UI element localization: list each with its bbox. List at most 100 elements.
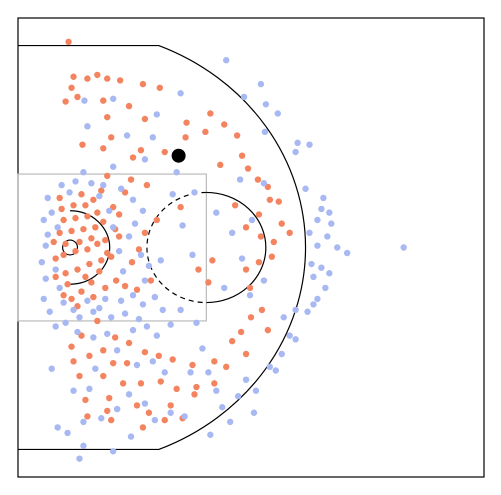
shot-point [234, 393, 242, 400]
three-point-line [18, 44, 307, 451]
shot-point [189, 361, 196, 369]
shot-point [272, 367, 279, 374]
shot-point [181, 413, 188, 420]
shot-point [106, 394, 113, 402]
shot-point [149, 358, 157, 365]
shot-point [137, 251, 145, 259]
shot-point [141, 277, 149, 284]
shot-point [64, 429, 71, 437]
shot-point [324, 233, 331, 240]
shot-point [242, 350, 250, 358]
shot-point [70, 358, 77, 365]
shot-point [78, 288, 85, 295]
shot-point [209, 257, 216, 264]
shot-point [125, 102, 133, 110]
shot-point [80, 169, 87, 176]
shot-point [314, 295, 321, 303]
shot-point [242, 376, 250, 383]
shot-point [191, 391, 198, 398]
shot-point [141, 348, 149, 356]
shot-point [111, 334, 119, 341]
shot-point [167, 409, 174, 416]
shot-point [275, 198, 282, 205]
shot-point [177, 203, 184, 211]
shot-point [92, 224, 99, 231]
shot-point [92, 365, 99, 372]
shot-point [109, 95, 117, 102]
shot-point [86, 352, 93, 360]
shot-point [52, 266, 59, 273]
shot-point [121, 310, 129, 317]
shot-point [191, 189, 198, 196]
shot-point [264, 326, 272, 334]
shot-point [247, 314, 255, 321]
shot-point [52, 323, 59, 330]
shot-point [108, 134, 115, 141]
shot-point [94, 317, 101, 325]
shot-point [109, 448, 117, 455]
shot-point [70, 73, 77, 80]
shot-point [76, 455, 83, 462]
shot-point [40, 216, 47, 224]
shot-point [223, 57, 230, 64]
shot-point [119, 268, 127, 275]
shot-point [56, 194, 63, 202]
shot-point [157, 378, 164, 385]
shot-point [151, 416, 159, 424]
shot-point [113, 347, 121, 354]
shot-point [84, 123, 91, 130]
shot-point [129, 292, 137, 299]
shot-point [104, 330, 111, 337]
shot-point [76, 238, 83, 246]
shot-point [109, 359, 117, 367]
shot-point [98, 187, 105, 194]
shot-point [255, 258, 263, 266]
shot-point [70, 202, 77, 209]
shot-point [137, 380, 145, 387]
shot-point [90, 334, 97, 341]
shot-point [100, 181, 107, 189]
shot-point [72, 214, 79, 222]
shot-point [133, 361, 141, 369]
shot-point [257, 80, 265, 88]
shot-point [109, 224, 117, 231]
shot-point [70, 387, 77, 394]
shot-point [106, 207, 113, 214]
shot-point [121, 282, 129, 290]
shot-point [68, 343, 75, 350]
shot-point [211, 380, 218, 387]
shot-point [238, 255, 246, 262]
shot-point [62, 319, 69, 326]
shot-point [79, 141, 86, 148]
shot-point [159, 306, 166, 314]
shot-point [125, 233, 133, 240]
shot-point [108, 416, 115, 424]
shot-point [129, 154, 137, 161]
shot-point [44, 194, 51, 202]
shot-point [82, 396, 89, 404]
shot-point [270, 238, 278, 246]
shot-point [193, 383, 200, 391]
shot-point [314, 242, 321, 249]
shot-point [48, 209, 55, 216]
shot-point [42, 242, 49, 249]
shot-point [86, 260, 93, 268]
shot-point [153, 332, 161, 339]
shot-point [64, 281, 71, 288]
shot-point [56, 284, 63, 292]
shot-point [302, 185, 309, 192]
shot-point [320, 194, 327, 202]
shot-point [161, 416, 168, 424]
shot-point [254, 176, 262, 183]
shot-point [231, 202, 239, 209]
shot-point [322, 284, 329, 292]
shot-point [182, 134, 189, 141]
shot-point [76, 372, 83, 380]
shot-point [308, 260, 315, 268]
shot-point [72, 247, 79, 255]
shot-point [56, 229, 63, 237]
shot-point [84, 297, 91, 304]
shot-point [68, 84, 75, 91]
shot-point [90, 308, 97, 315]
shot-point [94, 209, 101, 216]
